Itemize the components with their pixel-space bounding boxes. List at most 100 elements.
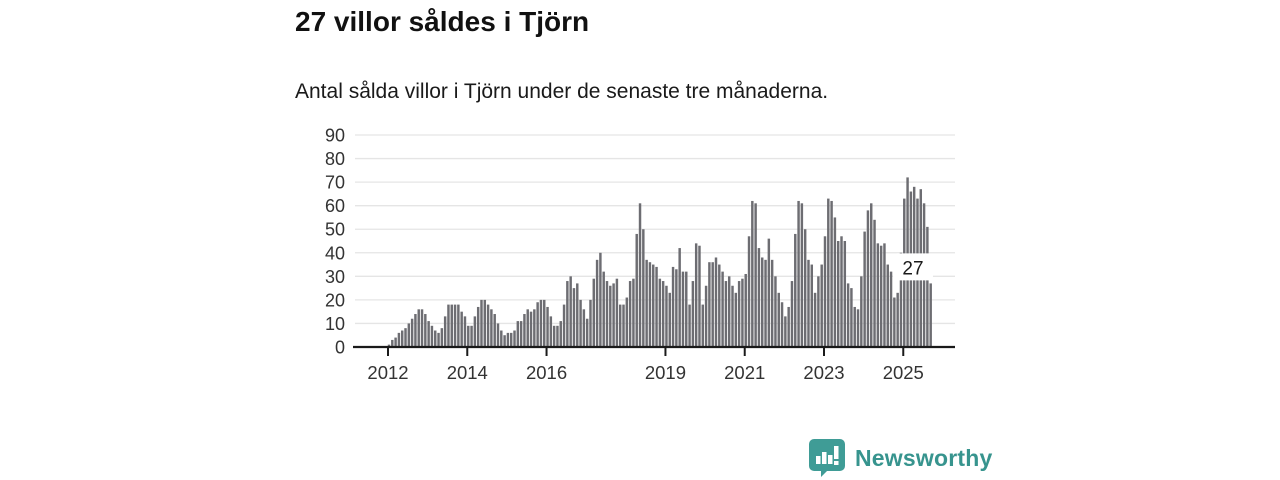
bar bbox=[926, 226, 929, 347]
bar bbox=[866, 210, 870, 347]
bar bbox=[691, 281, 695, 347]
bar bbox=[391, 339, 394, 347]
bar bbox=[863, 231, 866, 347]
bar bbox=[893, 297, 896, 347]
y-tick-label: 70 bbox=[325, 173, 345, 193]
bar bbox=[665, 285, 668, 347]
bar bbox=[853, 306, 856, 347]
bar bbox=[490, 309, 493, 347]
bar bbox=[536, 302, 539, 347]
y-tick-label: 90 bbox=[325, 126, 345, 146]
bar bbox=[414, 314, 417, 347]
bar bbox=[846, 283, 850, 347]
bar bbox=[704, 285, 708, 347]
bar bbox=[609, 285, 612, 347]
bar bbox=[549, 316, 553, 347]
bar bbox=[420, 309, 424, 347]
bar bbox=[470, 325, 473, 347]
bar bbox=[457, 304, 460, 347]
bar bbox=[774, 276, 777, 347]
bar bbox=[843, 241, 847, 347]
bar bbox=[780, 302, 784, 347]
bar bbox=[500, 330, 503, 347]
bar bbox=[476, 306, 480, 347]
bar bbox=[546, 306, 549, 347]
bar bbox=[404, 328, 407, 347]
bar bbox=[671, 266, 675, 347]
bar bbox=[506, 332, 510, 347]
bar bbox=[708, 262, 711, 347]
bar bbox=[526, 309, 529, 347]
bar bbox=[668, 292, 671, 347]
bar bbox=[803, 229, 807, 347]
bar bbox=[467, 325, 470, 347]
bar bbox=[572, 288, 576, 347]
bar bbox=[430, 325, 434, 347]
bar bbox=[625, 297, 629, 347]
bar bbox=[883, 243, 886, 347]
bar bbox=[443, 316, 447, 347]
bar bbox=[873, 219, 876, 347]
y-tick-label: 50 bbox=[325, 220, 345, 240]
bar bbox=[714, 257, 718, 347]
bar bbox=[632, 278, 635, 347]
bar bbox=[503, 335, 506, 347]
bar bbox=[787, 306, 790, 347]
bar bbox=[569, 276, 572, 347]
bar bbox=[496, 323, 500, 347]
bar bbox=[744, 273, 747, 347]
bar bbox=[675, 269, 678, 347]
bar bbox=[645, 259, 648, 347]
y-tick-label: 60 bbox=[325, 196, 345, 216]
bar bbox=[764, 259, 767, 347]
bar bbox=[397, 332, 401, 347]
x-tick-label: 2025 bbox=[883, 362, 924, 383]
bar bbox=[424, 314, 427, 347]
bar bbox=[612, 283, 615, 347]
bar bbox=[513, 330, 516, 347]
bar bbox=[440, 328, 444, 347]
y-tick-label: 20 bbox=[325, 290, 345, 310]
bar bbox=[635, 233, 638, 347]
bar bbox=[784, 316, 787, 347]
bar bbox=[576, 283, 579, 347]
bar bbox=[450, 304, 453, 347]
bar bbox=[827, 198, 830, 347]
bar bbox=[453, 304, 457, 347]
bar bbox=[473, 316, 477, 347]
bar bbox=[516, 321, 520, 347]
bar bbox=[658, 278, 662, 347]
bar bbox=[556, 325, 559, 347]
bar bbox=[539, 299, 543, 347]
bar bbox=[718, 264, 721, 347]
bar bbox=[652, 264, 655, 347]
bar bbox=[754, 203, 757, 347]
bar bbox=[794, 233, 797, 347]
bar bbox=[807, 259, 810, 347]
bar bbox=[823, 236, 827, 347]
bar bbox=[523, 314, 526, 347]
bar bbox=[552, 325, 556, 347]
bar bbox=[638, 203, 642, 347]
bar bbox=[602, 271, 605, 347]
bar bbox=[734, 292, 738, 347]
bar bbox=[519, 321, 523, 347]
bar bbox=[434, 330, 437, 347]
bar bbox=[790, 281, 794, 347]
sales-bar-chart: 0 10 20 30 40 50 60 70 80 90 2012 2014 2016 2019 2021 2… bbox=[300, 118, 980, 398]
bar bbox=[394, 337, 397, 347]
bar bbox=[711, 262, 714, 347]
bar bbox=[480, 299, 483, 347]
bar bbox=[721, 271, 724, 347]
bar bbox=[879, 245, 883, 347]
bar bbox=[605, 281, 609, 347]
annotation-value: 27 bbox=[902, 258, 923, 279]
bar bbox=[761, 257, 764, 347]
bar bbox=[642, 229, 645, 347]
bar bbox=[800, 203, 804, 347]
bar bbox=[410, 318, 414, 347]
bar bbox=[813, 292, 817, 347]
bar bbox=[747, 236, 751, 347]
bar bbox=[460, 311, 463, 347]
bar bbox=[543, 299, 546, 347]
